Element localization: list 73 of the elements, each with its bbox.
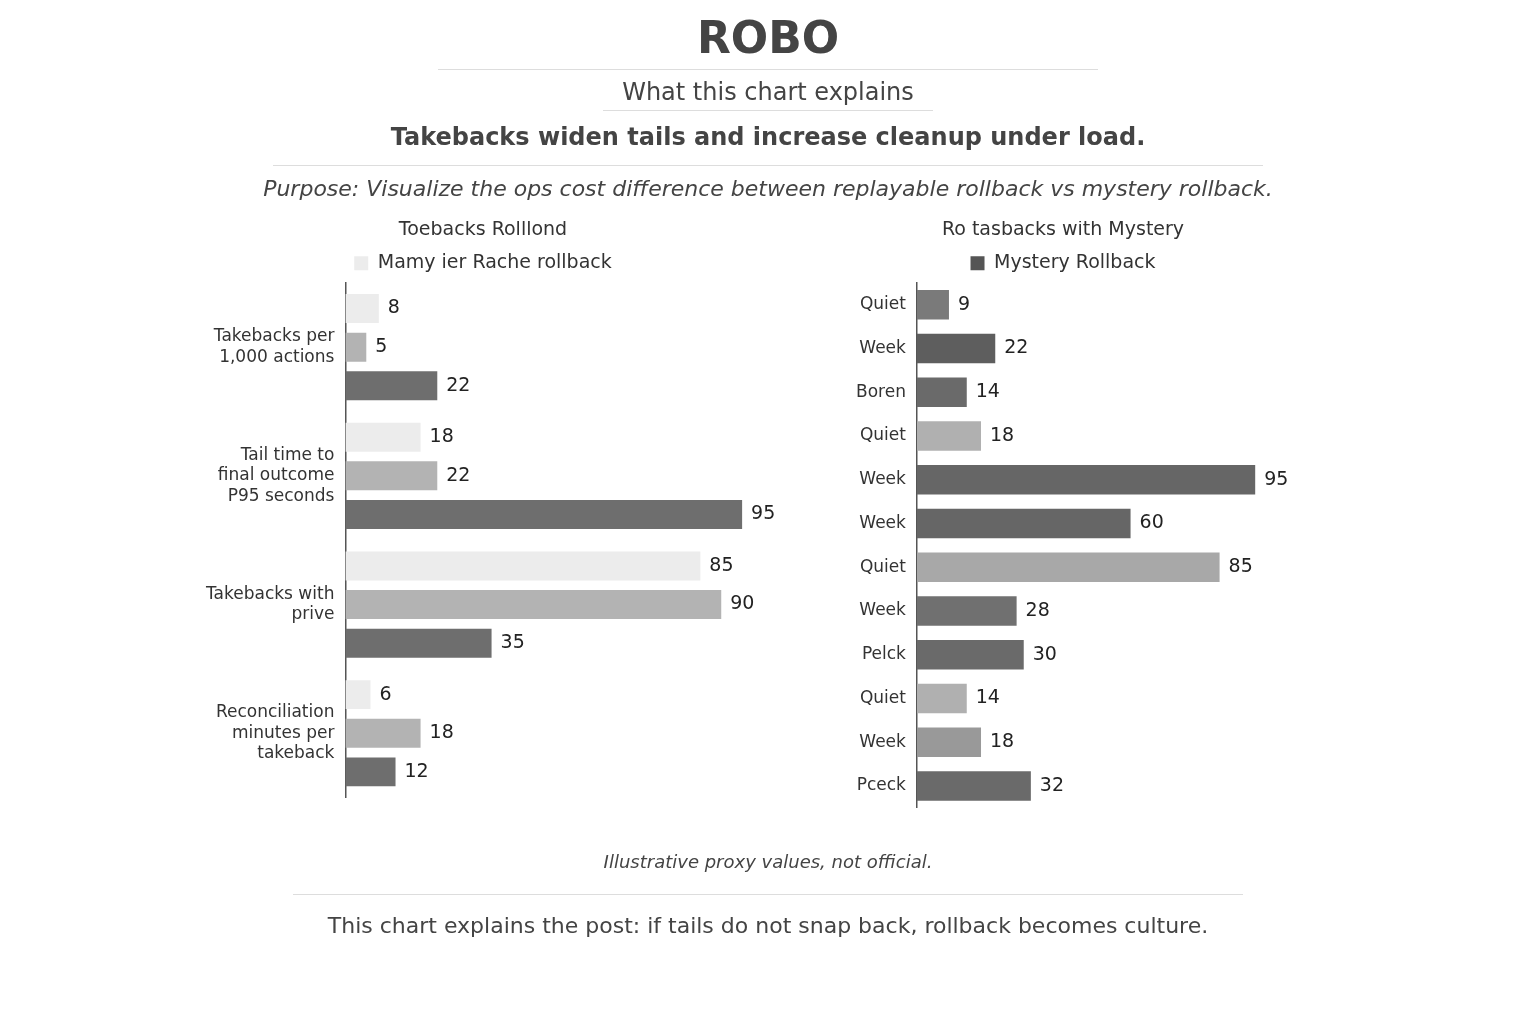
y-tick-label: Week: [859, 336, 907, 357]
y-tick-label: Pceck: [856, 774, 907, 795]
y-tick-label: Pelck: [861, 643, 907, 664]
legend-label: Mamy ier Rache rollback: [377, 250, 612, 273]
data-label: 9: [957, 291, 971, 314]
data-label: 18: [429, 720, 454, 743]
y-tick-label: Week: [859, 468, 907, 489]
y-tick-label: Quiet: [859, 424, 907, 445]
data-label: 22: [446, 372, 471, 395]
chart-title: ROBO: [695, 11, 841, 63]
data-label: 90: [730, 591, 755, 614]
bar: [345, 590, 722, 620]
data-label: 18: [990, 729, 1015, 752]
data-label: 85: [709, 552, 734, 575]
legend-title: Ro tasbacks with Mystery: [941, 217, 1185, 240]
bar: [345, 628, 492, 658]
data-label: 18: [990, 422, 1015, 445]
legend-label: Mystery Rollback: [994, 250, 1156, 273]
data-label: 22: [446, 462, 471, 485]
y-tick-label: Takebacks per 1,000 actions: [212, 325, 335, 366]
y-tick-label: Quiet: [859, 293, 907, 314]
data-label: 8: [387, 295, 400, 318]
bar: [916, 464, 1256, 495]
text: Takebacks widen tails and increase cleanup under load.: [389, 123, 1147, 151]
data-label: 12: [404, 758, 429, 781]
bar: [345, 294, 379, 324]
bar: [345, 757, 396, 787]
y-tick-label: Tail time to final outcome P95 seconds: [217, 443, 335, 505]
bar: [916, 727, 982, 757]
bar: [916, 421, 982, 451]
text: This chart explains the post: if tails do not snap back, rollback becomes culture.: [326, 913, 1210, 938]
bar: [345, 422, 421, 452]
data-label: 22: [1004, 335, 1029, 358]
data-label: 5: [375, 334, 388, 357]
text: Purpose: Visualize the ops cost difference between replayable rollback vs mystery rollback.: [262, 176, 1274, 201]
y-tick-label: Quiet: [859, 686, 907, 707]
bar: [345, 332, 367, 362]
bar: [345, 499, 743, 529]
chart-subtitle: What this chart explains: [621, 78, 915, 106]
y-tick-label: Quiet: [859, 555, 907, 576]
y-tick-label: Week: [859, 599, 907, 620]
data-label: 35: [500, 630, 525, 653]
bar: [345, 680, 371, 710]
data-label: 14: [975, 379, 1000, 402]
bar: [916, 508, 1131, 539]
data-label: 95: [1264, 466, 1289, 489]
data-label: 60: [1139, 510, 1164, 533]
data-label: 95: [751, 501, 776, 524]
bar: [916, 639, 1024, 670]
bar: [916, 377, 967, 407]
data-label: 85: [1228, 554, 1253, 577]
bar: [345, 551, 701, 581]
y-tick-label: Reconciliation minutes per takeback: [215, 701, 335, 763]
y-tick-label: Takebacks with prive: [204, 582, 335, 624]
bar: [345, 718, 421, 748]
data-label: 14: [975, 685, 1000, 708]
data-label: 28: [1025, 597, 1050, 620]
data-label: 18: [429, 424, 454, 447]
y-tick-label: Boren: [855, 380, 906, 401]
bar: [916, 683, 967, 714]
bar: [916, 289, 949, 320]
bar: [345, 371, 438, 401]
legend-title: Toebacks Rolllond: [397, 217, 568, 240]
data-label: 30: [1032, 641, 1057, 664]
bar: [345, 461, 438, 491]
data-label: 6: [379, 681, 392, 704]
bar: [916, 552, 1220, 582]
bar: [916, 771, 1031, 801]
y-tick-label: Week: [859, 730, 907, 751]
data-label: 32: [1039, 772, 1065, 795]
y-tick-label: Week: [859, 511, 907, 532]
text: Illustrative proxy values, not official.: [602, 851, 934, 872]
bar: [916, 596, 1017, 626]
